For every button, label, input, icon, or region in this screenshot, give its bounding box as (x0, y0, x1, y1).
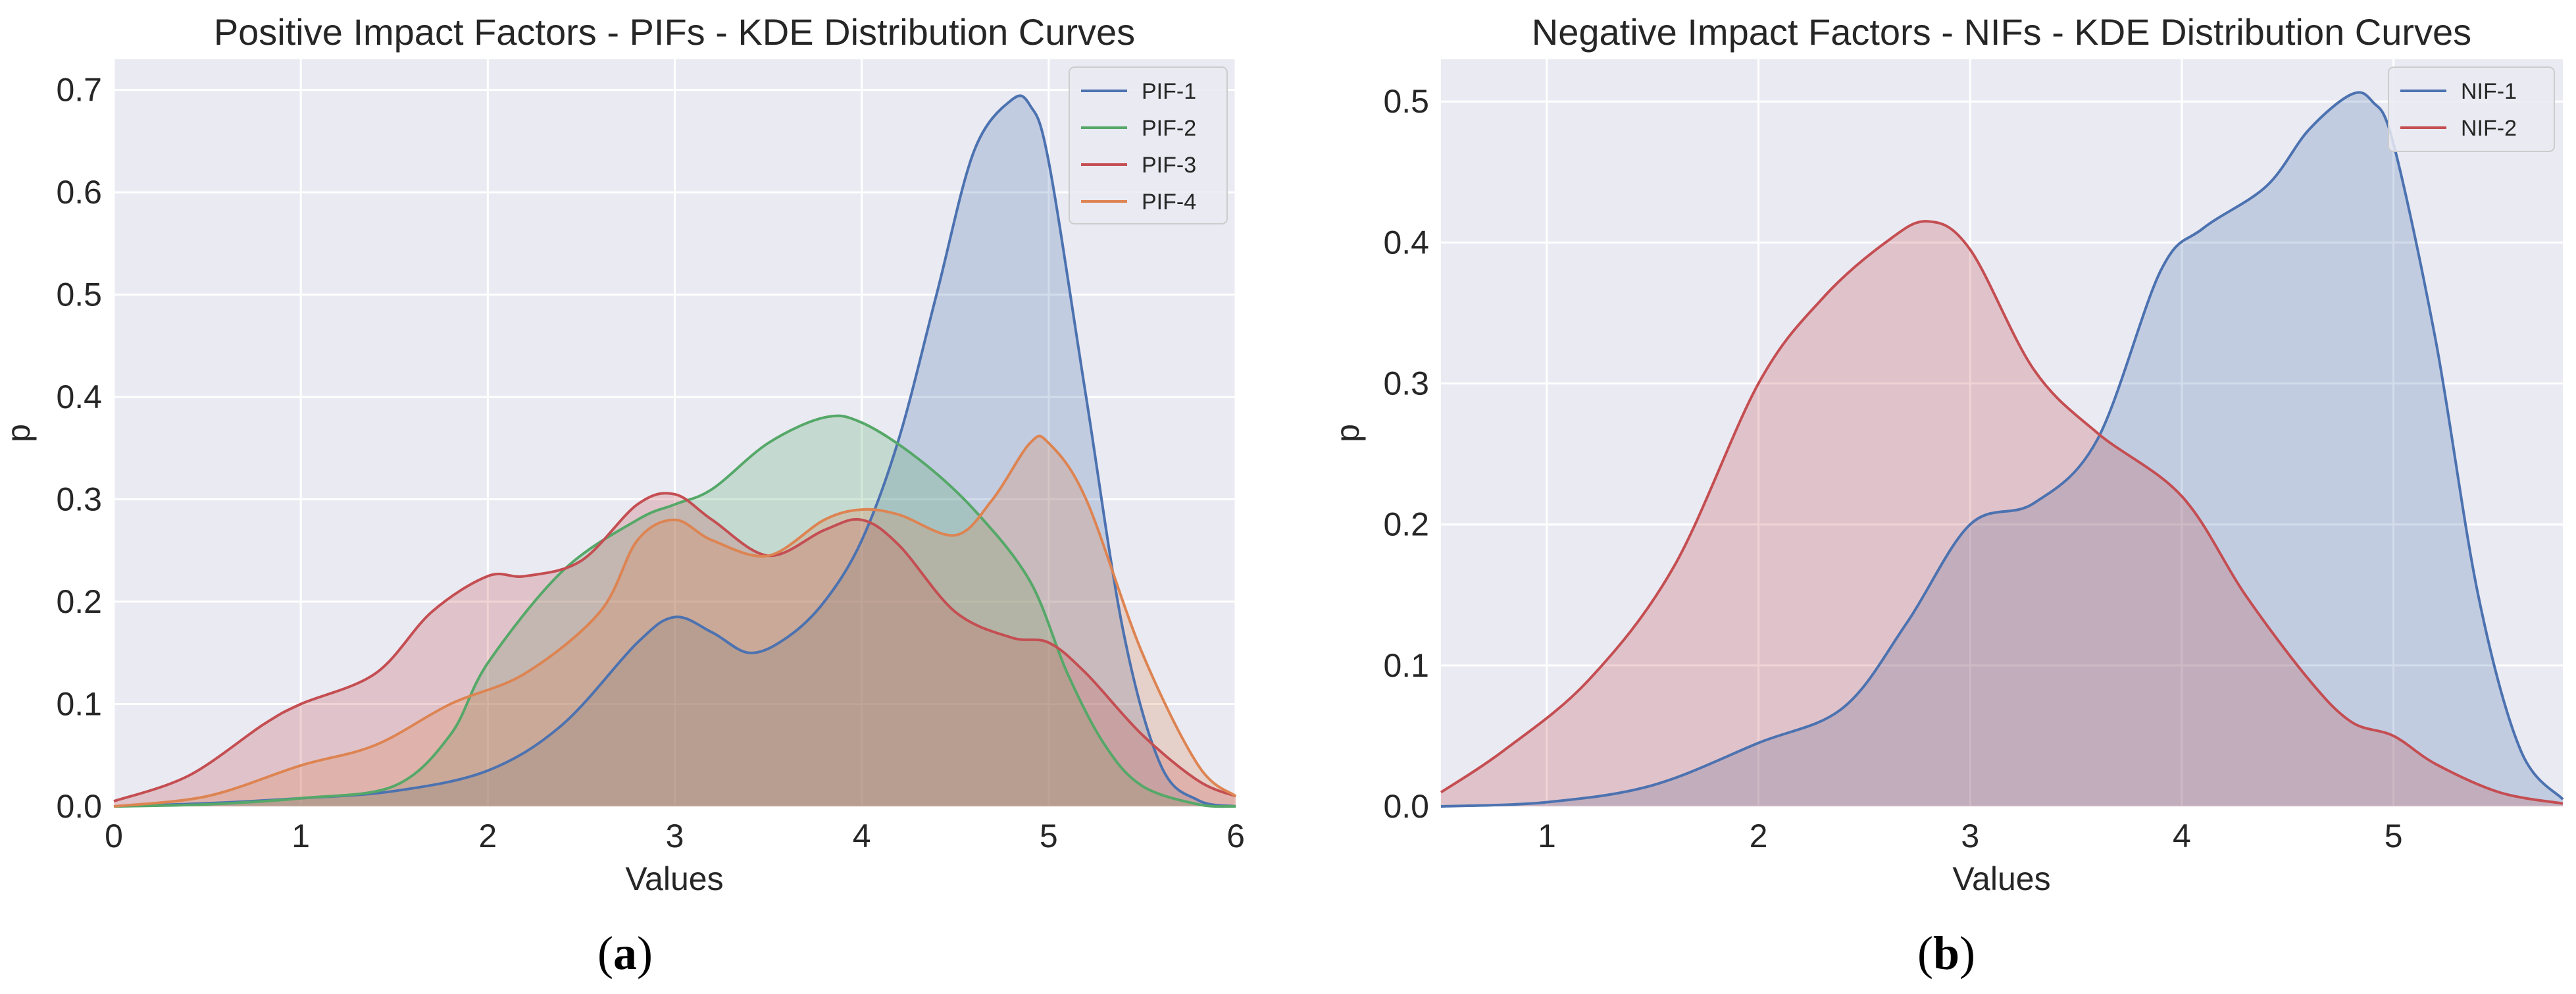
y-tick-labels-b: 0.0 0.1 0.2 0.3 0.4 0.5 (1383, 83, 1429, 825)
legend-a: PIF-1 PIF-2 PIF-3 PIF-4 (1069, 66, 1228, 224)
series-lines-b (1440, 91, 2564, 808)
series-area-pif-2 (114, 415, 1236, 807)
x-tick-label: 4 (853, 818, 871, 854)
series-line-pif-3 (113, 492, 1236, 803)
gridlines-b (1441, 59, 2563, 808)
y-tick-label: 0.5 (1383, 83, 1429, 120)
x-tick-label: 2 (1750, 818, 1768, 854)
series-line-pif-4 (113, 434, 1237, 808)
series-area-pif-1 (114, 95, 1236, 806)
legend-box (2388, 66, 2555, 152)
y-axis-label-b: p (1329, 424, 1366, 442)
series-areas-b (1441, 92, 2563, 807)
y-tick-label: 0.1 (1383, 647, 1429, 684)
x-tick-label: 0 (105, 818, 123, 854)
y-tick-label: 0.2 (56, 583, 102, 620)
y-tick-label: 0.3 (1383, 365, 1429, 402)
chart-title-a: Positive Impact Factors - PIFs - KDE Dis… (214, 11, 1135, 53)
y-tick-label: 0.6 (56, 174, 102, 211)
x-tick-labels-b: 1 2 3 4 5 (1538, 818, 2403, 854)
x-tick-label: 1 (291, 818, 310, 854)
series-area-nif-2 (1441, 221, 2563, 807)
y-tick-label: 0.7 (56, 72, 102, 109)
legend-label-nif-2: NIF-2 (2461, 116, 2517, 141)
legend-b: NIF-1 NIF-2 (2388, 66, 2555, 152)
x-tick-label: 5 (2385, 818, 2403, 854)
plot-area-b (1441, 59, 2563, 806)
legend-label-pif-2: PIF-2 (1142, 116, 1196, 141)
x-tick-label: 3 (666, 818, 684, 854)
x-tick-label: 6 (1226, 818, 1245, 854)
y-axis-label-a: p (0, 424, 37, 442)
series-lines-a (113, 94, 1237, 808)
x-tick-label: 3 (1961, 818, 1979, 854)
chart-b: 1 2 3 4 5 0.0 0.1 0.2 0.3 0.4 0.5 Negative Impact… (1329, 11, 2564, 980)
y-tick-label: 0.0 (56, 788, 102, 825)
y-tick-label: 0.2 (1383, 506, 1429, 543)
series-area-pif-3 (114, 493, 1236, 806)
y-tick-labels-a: 0.0 0.1 0.2 0.3 0.4 0.5 0.6 0.7 (56, 72, 102, 825)
series-area-pif-4 (114, 436, 1236, 806)
legend-label-pif-1: PIF-1 (1142, 79, 1196, 104)
x-tick-label: 1 (1538, 818, 1556, 854)
chart-a: 0 1 2 3 4 5 6 0.0 0.1 0.2 0.3 0.4 0.5 0.6 0.7 Positiv… (0, 11, 1245, 980)
y-tick-label: 0.5 (56, 276, 102, 313)
x-tick-label: 5 (1040, 818, 1058, 854)
panel-label-a: (a) (597, 927, 653, 980)
legend-label-pif-4: PIF-4 (1142, 190, 1196, 215)
series-areas-a (114, 95, 1236, 807)
y-tick-label: 0.0 (1383, 788, 1429, 825)
x-tick-label: 2 (478, 818, 497, 854)
series-line-pif-2 (113, 414, 1236, 808)
x-axis-label-b: Values (1952, 860, 2050, 897)
panel-label-b: (b) (1917, 927, 1975, 980)
y-tick-label: 0.3 (56, 481, 102, 518)
legend-label-nif-1: NIF-1 (2461, 79, 2517, 104)
series-line-nif-2 (1440, 220, 2563, 805)
series-line-nif-1 (1440, 91, 2564, 808)
series-line-pif-1 (113, 94, 1236, 808)
legend-label-pif-3: PIF-3 (1142, 153, 1196, 178)
y-tick-label: 0.4 (1383, 224, 1429, 261)
x-axis-label-a: Values (625, 860, 723, 897)
x-tick-labels-a: 0 1 2 3 4 5 6 (105, 818, 1245, 854)
y-tick-label: 0.4 (56, 379, 102, 415)
chart-title-b: Negative Impact Factors - NIFs - KDE Dis… (1532, 11, 2471, 53)
series-area-nif-1 (1441, 92, 2563, 806)
x-tick-label: 4 (2173, 818, 2191, 854)
legend-box (1069, 66, 1228, 224)
y-tick-label: 0.1 (56, 686, 102, 723)
